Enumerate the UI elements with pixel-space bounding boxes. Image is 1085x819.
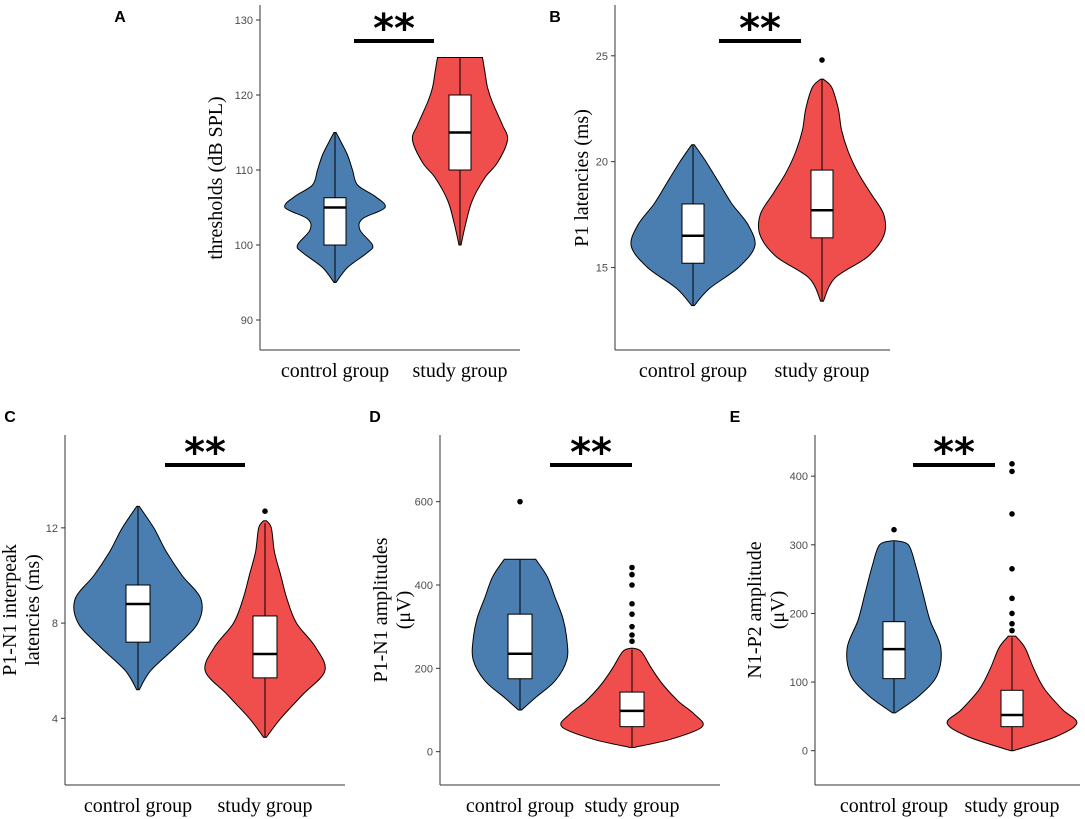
violin-control: [73, 505, 203, 691]
panel-letter: B: [549, 9, 561, 26]
y-tick-label: 25: [596, 51, 608, 63]
outlier-point: [1009, 627, 1015, 634]
y-tick-label: 0: [427, 747, 433, 759]
violin-study: [411, 57, 509, 246]
x-category-label: study group: [965, 795, 1060, 817]
violin-study: [560, 564, 704, 748]
panel-letter: D: [369, 409, 381, 426]
panel-letter: E: [730, 409, 741, 426]
iqr-box: [323, 197, 347, 246]
violin-control: [284, 132, 386, 283]
y-tick-label: 90: [241, 315, 253, 327]
y-tick-label: 200: [790, 608, 808, 620]
outlier-point: [1009, 620, 1015, 627]
violin-study: [757, 57, 887, 302]
y-tick-label: 200: [415, 663, 433, 675]
significance-marker: **: [570, 430, 612, 476]
x-category-label: study group: [413, 360, 508, 382]
iqr-box: [619, 691, 645, 728]
iqr-box: [125, 584, 151, 643]
iqr-box: [1000, 689, 1024, 728]
x-category-label: control group: [84, 795, 192, 817]
outlier-point: [1009, 566, 1015, 572]
x-category-label: study group: [218, 795, 313, 817]
outlier-point: [1009, 468, 1015, 475]
y-tick-label: 400: [790, 471, 808, 483]
outlier-point: [629, 564, 635, 571]
outlier-point: [1009, 461, 1015, 467]
panel-letter: A: [114, 9, 126, 26]
outlier-point: [1009, 511, 1015, 517]
panel-b: B 15 20 25 P1 latencies (ms) control group stu…: [549, 5, 890, 382]
panel-letter: C: [4, 409, 16, 426]
panel-a: A 90 100 110 120 130 thresholds (dB SPL) contro…: [114, 5, 520, 382]
significance-marker: **: [739, 6, 781, 52]
y-tick-label: 20: [596, 157, 608, 169]
outlier-point: [629, 571, 635, 578]
iqr-box: [681, 203, 705, 264]
outlier-point: [629, 600, 635, 607]
iqr-box: [810, 169, 834, 239]
x-category-label: study group: [775, 360, 870, 382]
y-tick-label: 0: [802, 746, 808, 758]
outlier-point: [629, 632, 635, 638]
outlier-point: [819, 57, 825, 63]
outlier-point: [629, 582, 635, 588]
x-category-label: study group: [585, 795, 680, 817]
y-axis-title: P1-N1 amplitudes(μV): [370, 537, 415, 682]
outlier-point: [517, 498, 523, 505]
x-category-label: control group: [466, 795, 574, 817]
outlier-point: [629, 623, 635, 630]
violin-control: [846, 526, 942, 714]
y-axis-title: thresholds (dB SPL): [205, 96, 227, 259]
x-category-label: control group: [281, 360, 389, 382]
violin-control: [471, 498, 569, 711]
violin-study: [204, 508, 326, 738]
outlier-point: [262, 508, 268, 514]
x-category-label: control group: [639, 360, 747, 382]
y-tick-label: 110: [235, 165, 253, 177]
violin-study: [946, 461, 1078, 752]
y-axis-title: P1 latencies (ms): [571, 109, 593, 247]
y-axis-title: N1-P2 amplitude(μV): [744, 541, 789, 678]
y-tick-label: 8: [52, 618, 58, 630]
outlier-point: [891, 526, 897, 533]
y-tick-label: 12: [46, 523, 58, 535]
y-tick-label: 300: [790, 540, 808, 552]
y-tick-label: 15: [596, 262, 608, 274]
y-tick-label: 4: [52, 713, 58, 725]
violin-control: [630, 144, 756, 307]
iqr-box: [252, 615, 278, 679]
significance-marker: **: [933, 430, 975, 476]
panel-d: D 0 200 400 600 P1-N1 amplitudes(μV) control g…: [369, 409, 720, 817]
y-axis-title: P1-N1 interpeaklatencies (ms): [0, 544, 44, 676]
iqr-box: [507, 613, 533, 680]
outlier-point: [1009, 610, 1015, 617]
outlier-point: [1009, 595, 1015, 602]
significance-marker: **: [373, 6, 415, 52]
y-tick-label: 130: [235, 15, 253, 27]
outlier-point: [629, 611, 635, 617]
significance-marker: **: [184, 430, 226, 476]
y-tick-label: 400: [415, 580, 433, 592]
y-tick-label: 120: [235, 90, 253, 102]
x-category-label: control group: [840, 795, 948, 817]
y-tick-label: 100: [235, 240, 253, 252]
y-tick-label: 600: [415, 497, 433, 509]
outlier-point: [629, 638, 635, 645]
y-tick-label: 100: [790, 677, 808, 689]
panel-e: E 0 100 200 300 400 N1-P2 amplitude(μV) control…: [730, 409, 1080, 817]
